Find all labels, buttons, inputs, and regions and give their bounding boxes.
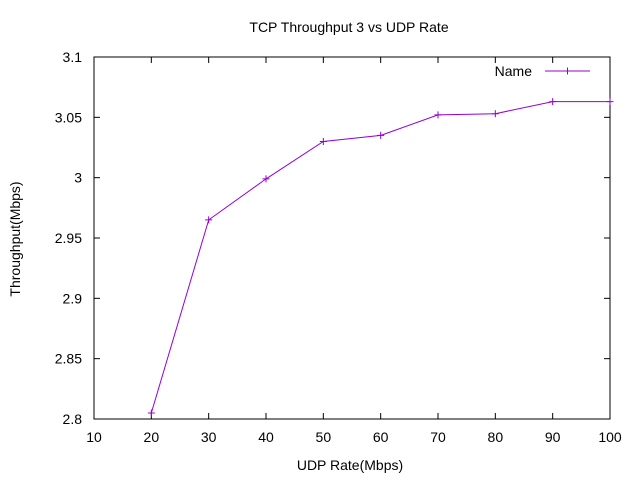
y-tick-label: 3.05 bbox=[55, 109, 82, 125]
y-axis-label: Throughput(Mbps) bbox=[7, 181, 23, 296]
series-line bbox=[150, 101, 610, 414]
x-tick-label: 100 bbox=[598, 429, 622, 445]
data-point-marker bbox=[606, 98, 614, 106]
data-point-marker bbox=[491, 110, 499, 118]
x-tick-label: 20 bbox=[144, 429, 160, 445]
data-point-marker bbox=[147, 409, 155, 417]
legend-entry-label: Name bbox=[495, 63, 533, 79]
y-tick-label: 3 bbox=[74, 170, 82, 186]
x-tick-label: 40 bbox=[258, 429, 274, 445]
y-tick-label: 2.9 bbox=[63, 290, 83, 306]
y-tick-label: 2.85 bbox=[55, 351, 82, 367]
y-tick-label: 2.95 bbox=[55, 230, 82, 246]
y-tick-label: 2.8 bbox=[63, 411, 83, 427]
x-tick-label: 90 bbox=[545, 429, 561, 445]
data-point-marker bbox=[377, 131, 385, 139]
plot-frame bbox=[93, 56, 611, 420]
data-point-marker bbox=[262, 175, 270, 183]
legend-marker-sample bbox=[564, 67, 571, 75]
x-tick-label: 60 bbox=[373, 429, 389, 445]
x-tick-label: 10 bbox=[86, 429, 102, 445]
y-tick-label: 3.1 bbox=[63, 49, 83, 65]
x-tick-label: 50 bbox=[316, 429, 332, 445]
legend: Name bbox=[495, 63, 590, 79]
x-tick-label: 80 bbox=[488, 429, 504, 445]
series-layer bbox=[147, 98, 614, 417]
x-axis-label: UDP Rate(Mbps) bbox=[297, 457, 403, 473]
data-point-marker bbox=[434, 111, 442, 119]
data-point-marker bbox=[319, 137, 327, 145]
chart-title: TCP Throughput 3 vs UDP Rate bbox=[249, 19, 448, 35]
data-point-marker bbox=[549, 98, 557, 106]
data-point-marker bbox=[205, 216, 213, 224]
x-tick-label: 30 bbox=[201, 429, 217, 445]
axis-ticks: 10 20 30 40 50 60 70 80 90 100 2.8 2.85 2.9 2.95 3 3.05… bbox=[55, 49, 622, 445]
x-tick-label: 70 bbox=[430, 429, 446, 445]
